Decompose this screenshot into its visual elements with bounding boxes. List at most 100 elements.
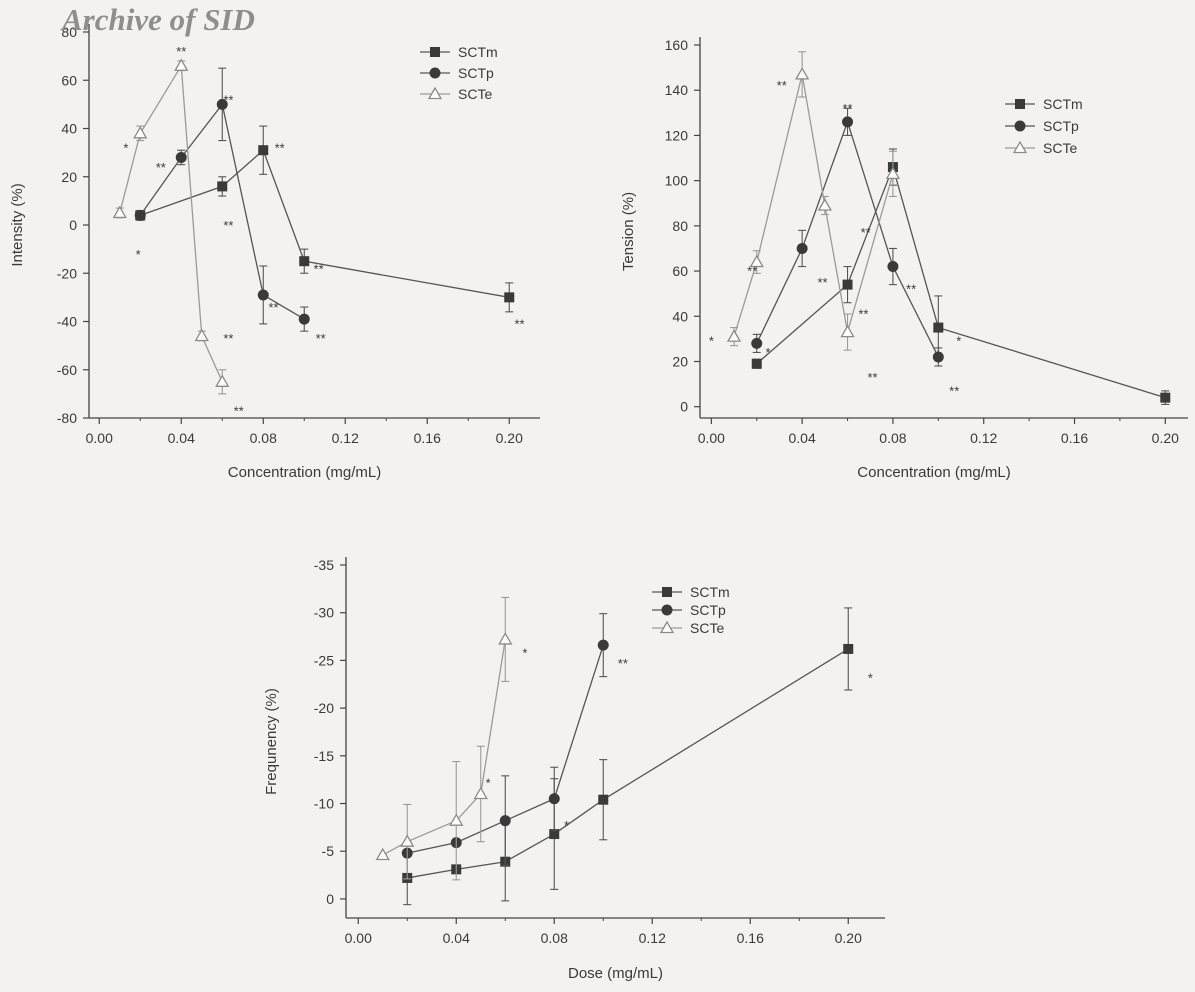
legend: SCTm SCTp SCTe	[652, 584, 730, 636]
y-tick-label: -40	[57, 314, 77, 330]
data-point	[499, 815, 511, 827]
x-axis-title: Concentration (mg/mL)	[228, 464, 381, 481]
legend-label: SCTp	[690, 602, 726, 618]
data-point	[112, 205, 127, 219]
chart-3: 0.00 0.04 0.08 0.12 0.16 0.20 -35 -30 -25 -20 -15 -…	[263, 557, 885, 982]
x-tick-label: 0.00	[86, 430, 113, 446]
y-tick-label: 20	[61, 169, 77, 185]
data-point	[174, 58, 189, 71]
data-point	[817, 198, 832, 211]
data-point	[133, 126, 148, 139]
data-point	[299, 256, 310, 267]
significance-mark: **	[514, 317, 524, 332]
series-line	[119, 63, 223, 383]
data-point	[375, 847, 390, 861]
y-tick-label: 20	[672, 353, 688, 369]
x-tick-label: 0.12	[970, 430, 997, 446]
data-point	[932, 351, 944, 363]
significance-mark: *	[766, 345, 771, 360]
data-point	[751, 358, 762, 369]
data-point	[258, 145, 269, 156]
data-point	[217, 181, 228, 192]
y-tick-label: 80	[61, 24, 77, 40]
significance-mark: **	[618, 656, 628, 671]
chart-1: 0.00 0.04 0.08 0.12 0.16 0.20 80 60 40 20 0 -20 -40 -…	[9, 24, 540, 481]
significance-mark: *	[136, 247, 141, 262]
legend-label: SCTm	[458, 44, 498, 60]
y-tick-label: 0	[326, 891, 334, 907]
significance-mark: *	[123, 141, 128, 156]
legend-label: SCTp	[1043, 118, 1079, 134]
significance-mark: **	[861, 225, 871, 240]
legend-marker	[659, 620, 675, 634]
legend: SCTm SCTp SCTe	[1005, 96, 1083, 156]
significance-mark: **	[223, 331, 233, 346]
x-tick-label: 0.08	[541, 930, 568, 946]
y-tick-label: 40	[672, 308, 688, 324]
significance-mark: *	[486, 775, 491, 790]
x-tick-label: 0.20	[496, 430, 523, 446]
significance-mark: **	[842, 101, 852, 116]
x-tick-label: 0.04	[443, 930, 470, 946]
x-tick-label: 0.16	[1061, 430, 1088, 446]
significance-mark: **	[906, 282, 916, 297]
data-point	[842, 279, 853, 290]
data-point	[885, 166, 901, 180]
data-point	[449, 813, 464, 826]
data-point	[257, 289, 269, 301]
x-tick-label: 0.20	[1152, 430, 1179, 446]
y-tick-label: 160	[665, 37, 689, 53]
data-point	[1160, 392, 1171, 403]
y-tick-label: -60	[57, 362, 77, 378]
y-tick-label: -15	[314, 748, 334, 764]
x-tick-label: 0.04	[168, 430, 195, 446]
data-point	[751, 337, 763, 349]
significance-mark: **	[316, 331, 326, 346]
legend-label: SCTe	[1043, 140, 1077, 156]
data-point	[549, 829, 560, 840]
x-tick-label: 0.00	[345, 930, 372, 946]
legend-marker	[662, 587, 672, 597]
data-point	[843, 643, 854, 654]
y-tick-label: 40	[61, 121, 77, 137]
series-sctp	[401, 613, 609, 867]
x-tick-label: 0.12	[639, 930, 666, 946]
y-axis-title: Tension (%)	[620, 192, 637, 271]
y-tick-label: 100	[665, 173, 689, 189]
data-point	[298, 313, 310, 325]
legend-marker	[427, 86, 443, 100]
significance-mark: *	[709, 334, 714, 349]
series-line	[140, 149, 510, 299]
significance-mark: **	[858, 307, 868, 322]
x-tick-label: 0.08	[879, 430, 906, 446]
significance-mark: **	[176, 44, 186, 59]
data-point	[216, 98, 228, 110]
series-sctp	[134, 67, 310, 332]
legend-label: SCTe	[690, 620, 724, 636]
series-sctp	[751, 107, 944, 367]
data-point	[175, 151, 187, 163]
significance-mark: *	[868, 670, 873, 685]
x-tick-label: 0.12	[332, 430, 359, 446]
x-tick-label: 0.08	[250, 430, 277, 446]
legend-marker	[429, 67, 441, 79]
x-tick-label: 0.04	[789, 430, 816, 446]
data-point	[498, 632, 513, 645]
data-point	[194, 328, 209, 342]
data-point	[473, 786, 488, 800]
data-point	[795, 67, 810, 80]
significance-mark: **	[314, 261, 324, 276]
y-tick-label: -35	[314, 557, 334, 573]
data-point	[215, 374, 230, 387]
significance-mark: *	[522, 646, 527, 661]
significance-mark: *	[564, 818, 569, 833]
significance-mark: **	[818, 275, 828, 290]
y-tick-label: -30	[314, 605, 334, 621]
significance-mark: **	[223, 92, 233, 107]
series-scte	[375, 596, 513, 881]
data-point	[887, 261, 899, 273]
significance-mark: **	[268, 300, 278, 315]
y-tick-label: 140	[665, 82, 689, 98]
data-point	[598, 794, 609, 805]
